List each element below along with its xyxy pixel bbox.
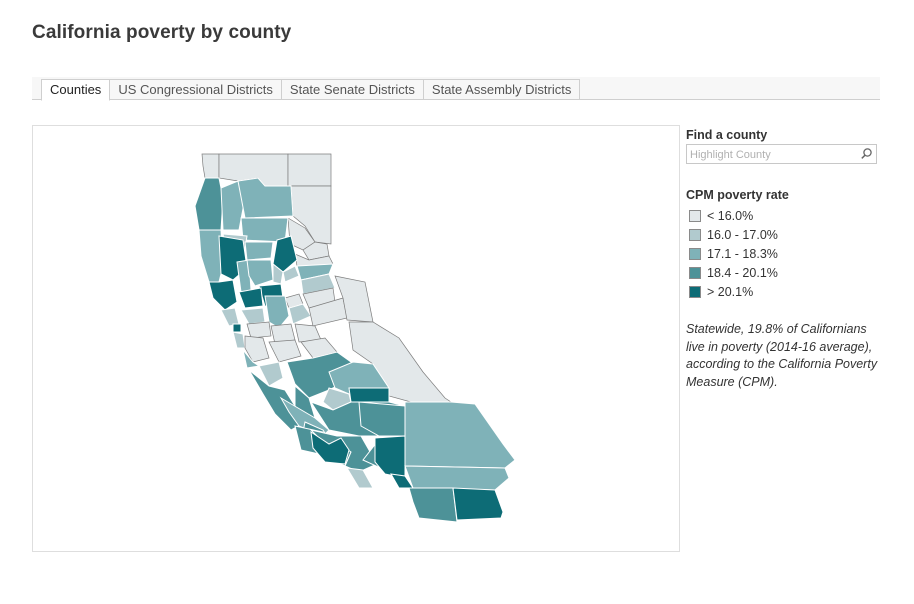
legend-item-gt-20[interactable]: > 20.1% [686, 283, 881, 302]
county-tulare-east[interactable] [348, 387, 390, 403]
county-colusa[interactable] [244, 241, 274, 261]
county-san-benito[interactable] [258, 361, 284, 387]
county-san-joaquin[interactable] [264, 295, 290, 329]
county-yuba[interactable] [282, 265, 300, 283]
tab-counties[interactable]: Counties [41, 79, 111, 101]
statewide-note: Statewide, 19.8% of Californians live in… [686, 321, 878, 389]
side-panel: Find a county CPM poverty rate < 16.0% 1… [686, 128, 881, 391]
county-san-bernardino[interactable] [404, 401, 516, 469]
legend-item-lt-16[interactable]: < 16.0% [686, 206, 881, 225]
county-san-mateo[interactable] [232, 331, 246, 349]
tab-bar: Counties US Congressional Districts Stat… [32, 77, 880, 101]
county-alameda[interactable] [246, 321, 272, 339]
legend: < 16.0% 16.0 - 17.0% 17.1 - 18.3% 18.4 -… [686, 206, 881, 302]
county-yolo[interactable] [246, 259, 274, 287]
county-sonoma[interactable] [208, 279, 238, 311]
county-butte[interactable] [272, 235, 298, 273]
tab-state-senate-districts[interactable]: State Senate Districts [281, 79, 424, 100]
county-modoc[interactable] [287, 153, 332, 187]
county-mono[interactable] [334, 275, 374, 323]
county-shapes [194, 153, 516, 523]
county-riverside[interactable] [374, 435, 406, 479]
legend-swatch [689, 209, 701, 222]
tab-us-congressional-districts[interactable]: US Congressional Districts [110, 79, 282, 100]
county-san-diego[interactable] [408, 487, 458, 523]
tab-state-assembly-districts[interactable]: State Assembly Districts [423, 79, 581, 100]
legend-label: 17.1 - 18.3% [707, 246, 778, 261]
county-trinity[interactable] [220, 180, 246, 231]
legend-label: 16.0 - 17.0% [707, 227, 778, 242]
find-county-label: Find a county [686, 128, 768, 142]
legend-swatch [689, 267, 701, 280]
legend-swatch [689, 286, 701, 299]
legend-item-17-18[interactable]: 17.1 - 18.3% [686, 244, 881, 263]
legend-title: CPM poverty rate [686, 188, 789, 202]
county-humboldt[interactable] [194, 177, 224, 231]
legend-item-16-17[interactable]: 16.0 - 17.0% [686, 225, 881, 244]
legend-swatch [689, 247, 701, 260]
county-del-norte[interactable] [201, 153, 220, 179]
legend-swatch [689, 228, 701, 241]
county-santa-clara[interactable] [244, 335, 270, 363]
county-san-francisco[interactable] [232, 323, 242, 333]
legend-item-18-20[interactable]: 18.4 - 20.1% [686, 264, 881, 283]
map-svg [194, 153, 516, 523]
county-san-bernardino-west[interactable] [358, 401, 408, 437]
legend-label: > 20.1% [707, 285, 754, 300]
county-solano[interactable] [238, 287, 264, 309]
county-merced[interactable] [268, 339, 302, 363]
county-marin[interactable] [220, 307, 240, 327]
county-orange[interactable] [346, 467, 374, 489]
county-contra-costa[interactable] [240, 307, 266, 325]
legend-label: < 16.0% [707, 208, 754, 223]
county-calaveras[interactable] [288, 303, 312, 325]
legend-label: 18.4 - 20.1% [707, 266, 778, 281]
county-imperial[interactable] [452, 487, 504, 521]
search-icon[interactable] [860, 147, 873, 160]
county-search-input[interactable] [687, 147, 855, 163]
county-los-angeles-coast[interactable] [310, 430, 350, 465]
county-riverside-east[interactable] [404, 465, 510, 491]
county-search-box[interactable] [686, 144, 877, 164]
page-title: California poverty by county [32, 22, 292, 43]
county-sierra[interactable] [302, 241, 330, 261]
california-county-map [32, 125, 680, 552]
